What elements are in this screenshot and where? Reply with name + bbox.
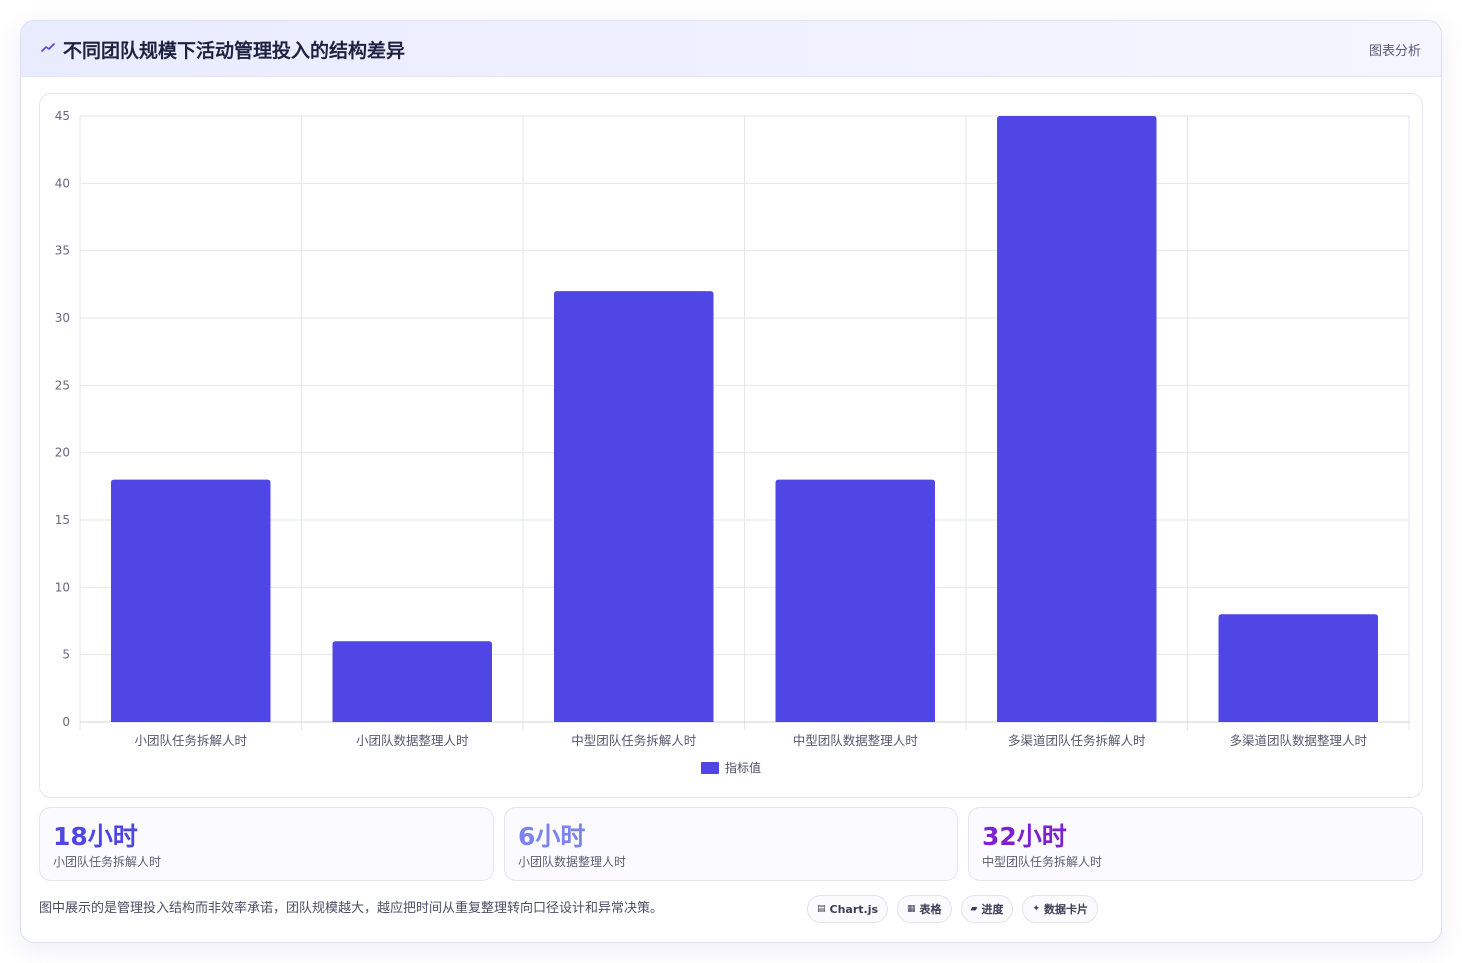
chart-analysis-tag: 图表分析 <box>1368 44 1421 59</box>
y-tick-label: 45 <box>55 109 70 123</box>
bar <box>554 291 714 722</box>
chip-label: Chart.js <box>829 902 879 916</box>
chip-label: 进度 <box>981 903 1004 916</box>
y-tick-label: 10 <box>55 580 70 594</box>
x-tick-label: 多渠道团队任务拆解人时 <box>1008 733 1146 748</box>
feature-chips: ▤ Chart.js ▦ 表格 ▰ 进度 ✦ 数据卡片 <box>807 895 1099 923</box>
x-tick-label: 小团队任务拆解人时 <box>134 733 247 748</box>
stat-card: 6小时 小团队数据整理人时 <box>504 807 958 881</box>
bar <box>775 479 935 722</box>
stat-value: 18小时 <box>53 822 138 851</box>
chip-data-card[interactable]: ✦ 数据卡片 <box>1022 895 1099 923</box>
y-tick-label: 40 <box>55 176 70 190</box>
stat-card: 18小时 小团队任务拆解人时 <box>39 807 494 881</box>
chip-table[interactable]: ▦ 表格 <box>897 895 952 923</box>
chip-label: 表格 <box>919 903 942 916</box>
y-tick-label: 30 <box>55 311 70 325</box>
y-tick-label: 15 <box>55 513 70 527</box>
y-tick-label: 5 <box>62 648 70 662</box>
y-tick-label: 35 <box>55 244 70 258</box>
bar <box>997 116 1157 722</box>
x-tick-label: 小团队数据整理人时 <box>356 733 469 748</box>
table-icon: ▦ <box>907 904 916 914</box>
bar <box>332 641 492 722</box>
stat-label: 小团队任务拆解人时 <box>53 855 162 869</box>
chip-chartjs[interactable]: ▤ Chart.js <box>807 895 889 923</box>
legend-label: 指标值 <box>725 760 761 775</box>
chip-progress[interactable]: ▰ 进度 <box>960 895 1014 923</box>
y-tick-label: 20 <box>55 446 70 460</box>
progress-icon: ▰ <box>970 904 978 914</box>
bar <box>111 479 271 722</box>
bar <box>1218 614 1378 722</box>
chart-card: 不同团队规模下活动管理投入的结构差异 图表分析 0 5 10 15 20 25 30 35 40… <box>20 20 1442 943</box>
chart-panel: 0 5 10 15 20 25 30 35 40 45 小团队任务拆解人时 小团队数据整理人时 中型团队… <box>39 93 1423 798</box>
legend-swatch <box>701 762 719 774</box>
bar-chart: 0 5 10 15 20 25 30 35 40 45 小团队任务拆解人时 小团队数据整理人时 中型团队… <box>55 109 1410 775</box>
stat-card: 32小时 中型团队任务拆解人时 <box>968 807 1423 881</box>
x-tick-label: 中型团队数据整理人时 <box>793 733 919 748</box>
stat-label: 中型团队任务拆解人时 <box>982 855 1103 869</box>
y-tick-label: 25 <box>55 378 70 392</box>
stat-label: 小团队数据整理人时 <box>518 855 627 869</box>
x-tick-label: 中型团队任务拆解人时 <box>571 733 697 748</box>
sparkle-icon: ✦ <box>1032 904 1041 914</box>
trend-line-icon <box>41 43 55 52</box>
x-tick-label: 多渠道团队数据整理人时 <box>1229 733 1367 748</box>
stat-value: 6小时 <box>518 822 586 851</box>
chart-title: 不同团队规模下活动管理投入的结构差异 <box>63 40 406 62</box>
stat-value: 32小时 <box>982 822 1067 851</box>
card-header: 不同团队规模下活动管理投入的结构差异 图表分析 <box>21 21 1441 77</box>
chip-label: 数据卡片 <box>1044 903 1089 916</box>
footnote: 图中展示的是管理投入结构而非效率承诺，团队规模越大，越应把时间从重复整理转向口径… <box>39 901 664 916</box>
y-tick-label: 0 <box>62 715 70 729</box>
chart-icon: ▤ <box>817 904 826 914</box>
